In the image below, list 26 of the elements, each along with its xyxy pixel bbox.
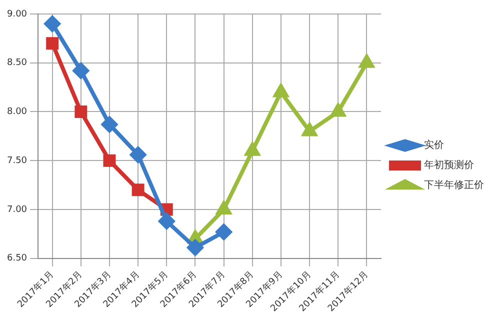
point	[158, 213, 175, 230]
point	[132, 184, 144, 196]
legend-label: 实价	[424, 139, 444, 152]
point	[216, 224, 232, 240]
y-tick-label: 8.00	[6, 107, 28, 118]
point	[46, 37, 59, 50]
point	[74, 105, 88, 118]
y-tick-label: 9.00	[6, 9, 28, 20]
point	[274, 84, 288, 98]
point	[130, 146, 146, 163]
point	[103, 154, 116, 167]
point	[216, 201, 232, 214]
y-tick-label: 8.50	[6, 58, 28, 68]
legend-label: 年初预测价	[424, 159, 474, 172]
legend-label: 下半年修正价	[424, 179, 484, 192]
point	[72, 62, 89, 79]
y-tick-label: 6.50	[6, 254, 28, 264]
point	[187, 240, 204, 256]
point	[245, 142, 260, 156]
point	[44, 16, 60, 32]
point	[101, 116, 118, 132]
point	[360, 54, 374, 68]
y-tick-label: 7.50	[6, 156, 28, 166]
point	[330, 104, 346, 117]
y-tick-label: 7.00	[6, 204, 28, 215]
point	[302, 123, 317, 136]
